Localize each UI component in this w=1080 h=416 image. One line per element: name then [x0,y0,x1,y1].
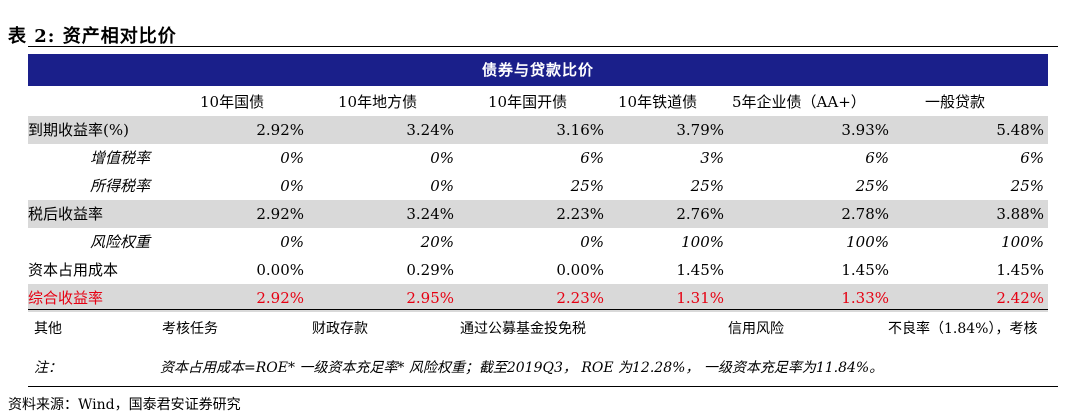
cell: 2.23% [458,200,608,228]
cell: 6% [1020,149,1044,167]
cell: 1.45% [676,261,724,279]
column-header: 10年国债 [200,93,265,111]
cell: 2.76% [608,200,728,228]
other-item: 信用风险 [728,321,784,337]
cell: 0% [280,149,304,167]
bottom-rule [28,386,1058,387]
cell: 1.33% [728,284,893,312]
cell: 0% [430,177,454,195]
cell: 3.93% [728,116,893,144]
cell: 6% [580,149,604,167]
cell: 1.45% [996,261,1044,279]
cell: 0% [580,233,604,251]
cell: 3.88% [893,200,1048,228]
note-label: 注： [34,360,62,376]
header-row: 10年国债 10年地方债 10年国开债 10年铁道债 5年企业债（AA+） 一般… [28,88,1048,116]
column-header: 一般贷款 [925,93,986,111]
table-banner: 债券与贷款比价 [28,54,1048,86]
cell: 3.24% [308,116,458,144]
other-item: 考核任务 [162,321,218,337]
cell: 1.45% [841,261,889,279]
other-label: 其他 [34,321,62,337]
cell: 5.48% [893,116,1048,144]
cell: 100% [846,233,889,251]
table-row-highlight: 综合收益率 2.92% 2.95% 2.23% 1.31% 1.33% 2.42… [28,284,1048,312]
table-row: 到期收益率(%) 2.92% 3.24% 3.16% 3.79% 3.93% 5… [28,116,1048,144]
other-item: 通过公募基金投免税 [460,321,586,337]
cell: 1.31% [608,284,728,312]
cell: 3% [700,149,724,167]
top-rule [28,46,1058,47]
cell: 3.16% [458,116,608,144]
source-line: 资料来源：Wind，国泰君安证券研究 [8,397,241,413]
cell: 2.95% [308,284,458,312]
cell: 3.24% [308,200,458,228]
cell: 0.00% [556,261,604,279]
row-label: 所得税率 [90,177,151,195]
cell: 20% [420,233,454,251]
cell: 2.42% [893,284,1048,312]
cell: 2.78% [728,200,893,228]
middle-rule [28,309,1048,310]
cell: 100% [1001,233,1044,251]
cell: 2.23% [458,284,608,312]
row-label: 增值税率 [90,149,151,167]
cell: 2.92% [178,116,308,144]
cell: 2.92% [178,284,308,312]
other-item: 不良率（1.84%），考核 [888,321,1038,337]
cell: 25% [1010,177,1044,195]
row-label: 税后收益率 [28,200,178,228]
other-item: 财政存款 [312,321,368,337]
cell: 25% [855,177,889,195]
cell: 2.92% [178,200,308,228]
cell: 0.29% [406,261,454,279]
column-header: 10年国开债 [488,93,568,111]
comparison-table: 10年国债 10年地方债 10年国开债 10年铁道债 5年企业债（AA+） 一般… [28,88,1048,312]
note-text: 资本占用成本=ROE* 一级资本充足率* 风险权重；截至2019Q3， ROE … [160,360,884,376]
cell: 0% [430,149,454,167]
column-header: 10年铁道债 [618,93,698,111]
cell: 0.00% [256,261,304,279]
cell: 100% [681,233,724,251]
table-row: 所得税率 0% 0% 25% 25% 25% 25% [28,172,1048,200]
column-header: 10年地方债 [338,93,418,111]
row-label: 到期收益率(%) [28,116,178,144]
cell: 25% [690,177,724,195]
row-label: 综合收益率 [28,284,178,312]
cell: 0% [280,177,304,195]
table-title: 表 2: 资产相对比价 [8,26,177,47]
table-row: 风险权重 0% 20% 0% 100% 100% 100% [28,228,1048,256]
cell: 3.79% [608,116,728,144]
table-row: 资本占用成本 0.00% 0.29% 0.00% 1.45% 1.45% 1.4… [28,256,1048,284]
cell: 0% [280,233,304,251]
cell: 6% [865,149,889,167]
row-label: 风险权重 [90,233,151,251]
table-row: 增值税率 0% 0% 6% 3% 6% 6% [28,144,1048,172]
column-header: 5年企业债（AA+） [732,93,866,111]
cell: 25% [570,177,604,195]
row-label: 资本占用成本 [28,261,119,279]
table-row: 税后收益率 2.92% 3.24% 2.23% 2.76% 2.78% 3.88… [28,200,1048,228]
